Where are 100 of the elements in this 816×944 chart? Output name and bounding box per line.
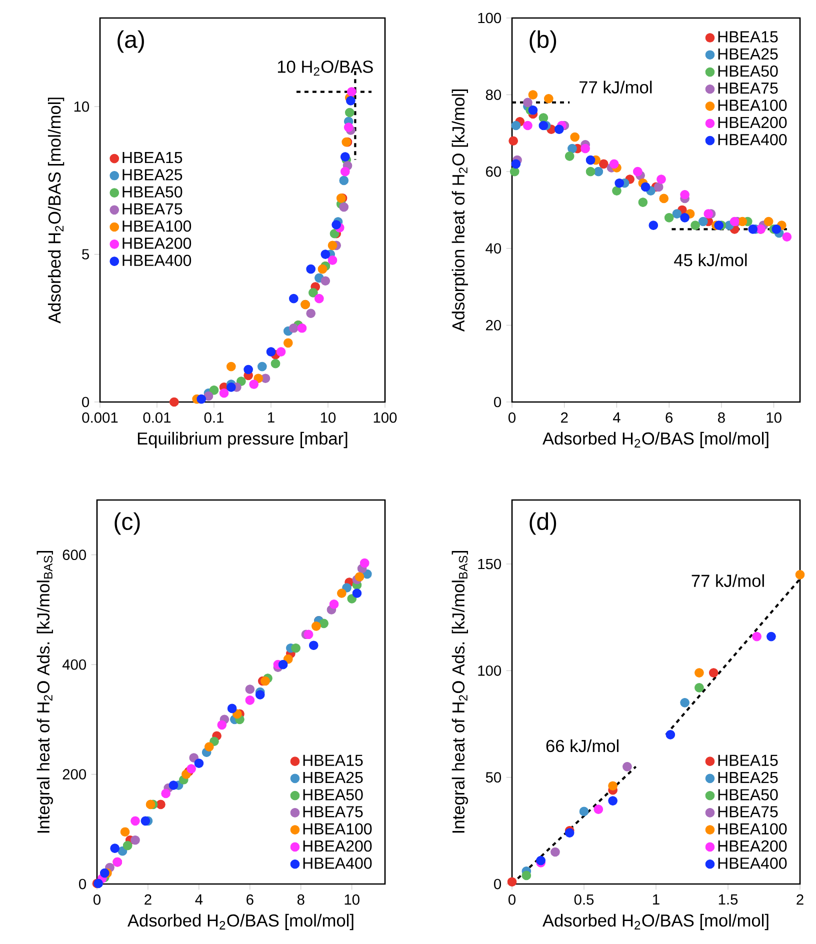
point bbox=[337, 588, 346, 598]
point bbox=[360, 558, 370, 568]
legend-label: HBEA100 bbox=[122, 220, 192, 232]
point bbox=[680, 190, 690, 200]
y-tick-label: 80 bbox=[486, 90, 502, 100]
legend-label: HBEA75 bbox=[303, 806, 363, 818]
y-tick-label: 0 bbox=[82, 396, 90, 408]
point bbox=[511, 120, 521, 130]
y-tick-label: 0 bbox=[494, 396, 502, 408]
legend-label: HBEA25 bbox=[122, 169, 182, 180]
x-tick-label: 1 bbox=[268, 412, 274, 422]
point bbox=[245, 684, 255, 694]
point bbox=[570, 132, 580, 142]
y-tick-label: 100 bbox=[478, 12, 502, 24]
y-tick-label: 5 bbox=[82, 249, 89, 260]
point bbox=[312, 621, 321, 631]
point bbox=[656, 174, 666, 184]
x-tick-label: 0.01 bbox=[143, 412, 171, 423]
x-tick-label: 10 bbox=[766, 412, 782, 423]
legend-label: HBEA15 bbox=[303, 754, 363, 766]
point bbox=[352, 588, 362, 598]
point bbox=[554, 124, 564, 134]
point bbox=[522, 870, 532, 880]
annotation: 10 H$_{2}$O/BAS bbox=[278, 60, 373, 76]
point bbox=[342, 583, 352, 592]
point bbox=[680, 212, 690, 222]
y-tick-label: 150 bbox=[478, 558, 502, 570]
annotation: (b) bbox=[530, 30, 556, 53]
point bbox=[694, 683, 704, 692]
point bbox=[161, 788, 170, 798]
point bbox=[304, 630, 314, 640]
x-tick-label: 8 bbox=[297, 894, 304, 905]
x-tick-label: 4 bbox=[612, 412, 620, 422]
point bbox=[664, 212, 674, 222]
point bbox=[146, 800, 156, 810]
x-tick-label: 2 bbox=[796, 894, 804, 905]
x-tick-label: 4 bbox=[195, 894, 203, 904]
annotation: (d) bbox=[530, 512, 556, 535]
point bbox=[704, 209, 714, 218]
y-tick-label: 50 bbox=[486, 772, 502, 783]
y-tick-label: 40 bbox=[486, 243, 502, 254]
x-tick-label: 0.1 bbox=[204, 412, 224, 423]
point bbox=[186, 764, 196, 774]
point bbox=[580, 144, 590, 154]
point bbox=[278, 660, 288, 670]
point bbox=[217, 720, 227, 730]
legend-label: HBEA50 bbox=[718, 65, 778, 77]
point bbox=[594, 166, 604, 176]
point bbox=[168, 780, 178, 790]
legend-label: HBEA400 bbox=[122, 254, 192, 266]
point bbox=[523, 120, 532, 130]
point bbox=[291, 643, 300, 653]
x-axis-title: Adsorbed H$_{2}$O/BAS [mol/mol] bbox=[542, 432, 768, 448]
annotation: 66 kJ/mol bbox=[546, 739, 618, 752]
point bbox=[260, 676, 270, 686]
x-tick-label: 1 bbox=[653, 894, 660, 904]
y-tick-label: 0 bbox=[79, 878, 86, 890]
x-tick-label: 0.001 bbox=[82, 412, 118, 423]
x-tick-label: 1.5 bbox=[718, 894, 738, 905]
point bbox=[640, 182, 650, 192]
legend-label: HBEA50 bbox=[718, 789, 778, 800]
point bbox=[680, 698, 690, 708]
point bbox=[227, 704, 237, 714]
point bbox=[510, 166, 520, 176]
point bbox=[308, 640, 318, 650]
annotation: 77 kJ/mol bbox=[692, 574, 764, 587]
point bbox=[690, 220, 700, 230]
point bbox=[666, 730, 676, 740]
x-tick-label: 10 bbox=[344, 894, 360, 905]
x-tick-label: 0 bbox=[508, 412, 516, 423]
annotation: 45 kJ/mol bbox=[674, 254, 747, 266]
point bbox=[182, 770, 191, 779]
y-tick-label: 600 bbox=[62, 550, 86, 560]
point bbox=[508, 136, 518, 146]
legend-label: HBEA75 bbox=[718, 806, 778, 818]
legend-label: HBEA50 bbox=[122, 186, 182, 198]
y-axis-title: Adsorption heat of H$_{2}$O [kJ/mol] bbox=[452, 90, 468, 332]
point bbox=[130, 816, 140, 826]
point bbox=[622, 762, 632, 772]
point bbox=[659, 194, 669, 204]
legend-label: HBEA50 bbox=[303, 789, 363, 800]
y-tick-label: 200 bbox=[62, 769, 86, 780]
x-tick-label: 100 bbox=[374, 412, 397, 423]
point bbox=[594, 804, 604, 814]
point bbox=[538, 120, 548, 130]
point bbox=[752, 632, 762, 642]
point bbox=[255, 690, 265, 700]
legend-label: HBEA200 bbox=[718, 840, 787, 852]
point bbox=[608, 796, 618, 806]
point bbox=[772, 224, 782, 234]
point bbox=[714, 220, 724, 230]
legend-label: HBEA25 bbox=[718, 48, 778, 60]
annotation: 77 kJ/mol bbox=[580, 80, 652, 94]
y-tick-label: 10 bbox=[74, 101, 90, 112]
point bbox=[795, 570, 805, 580]
annotation: (c) bbox=[114, 512, 140, 535]
x-tick-label: 8 bbox=[718, 412, 725, 423]
point bbox=[550, 847, 560, 857]
legend-label: HBEA100 bbox=[718, 100, 787, 111]
legend-label: HBEA200 bbox=[303, 840, 372, 852]
